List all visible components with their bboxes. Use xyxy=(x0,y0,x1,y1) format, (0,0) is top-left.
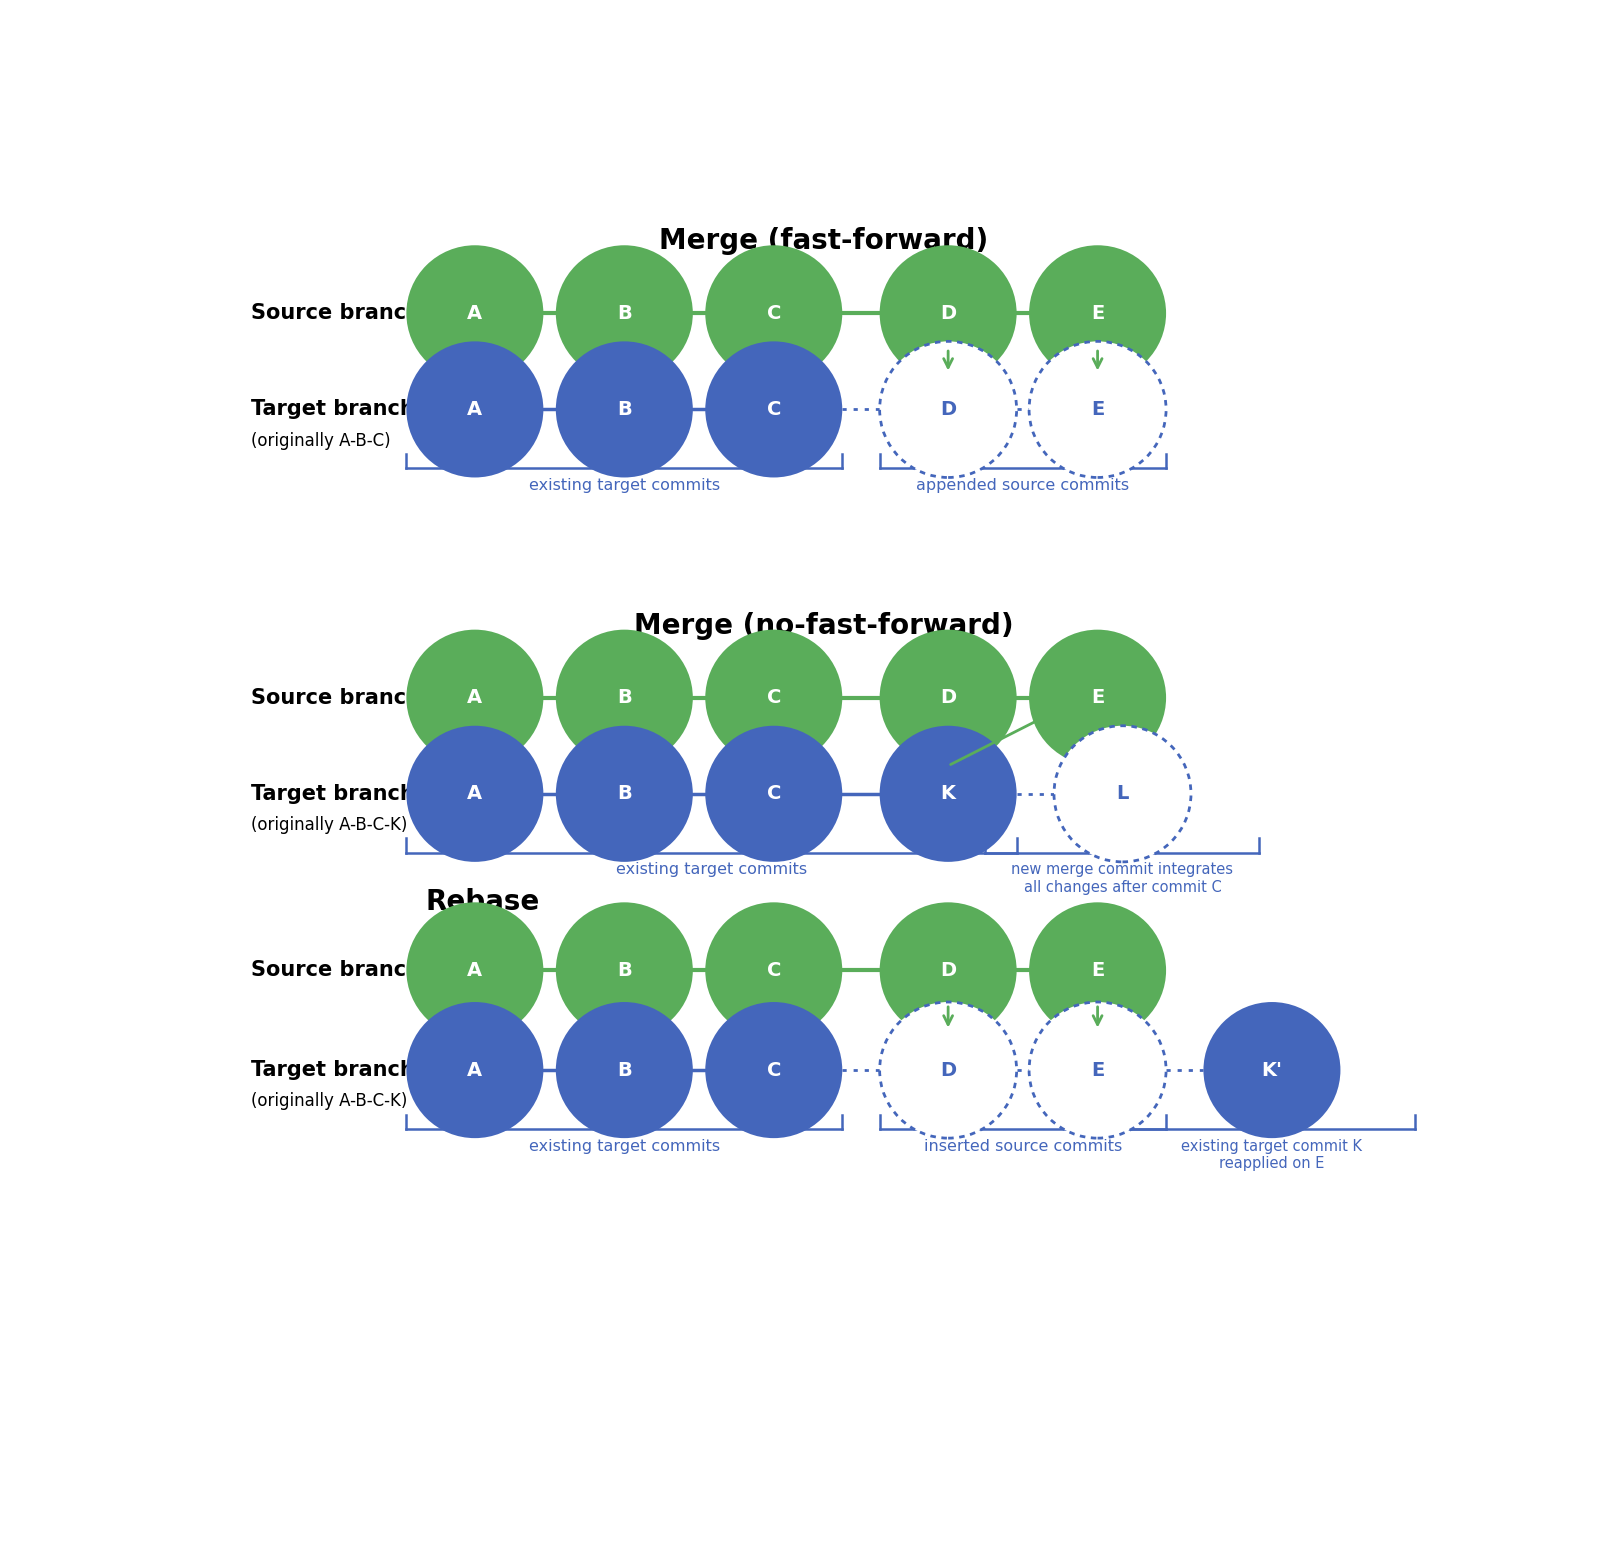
Ellipse shape xyxy=(1028,630,1167,766)
Ellipse shape xyxy=(407,245,543,381)
Text: existing target commit K
reapplied on E: existing target commit K reapplied on E xyxy=(1181,1139,1363,1172)
Text: C: C xyxy=(767,688,781,707)
Text: Target branch: Target branch xyxy=(251,1061,415,1080)
Ellipse shape xyxy=(705,1002,842,1139)
Text: A: A xyxy=(468,1061,482,1080)
Ellipse shape xyxy=(879,630,1017,766)
Ellipse shape xyxy=(407,342,543,477)
Ellipse shape xyxy=(407,902,543,1039)
Text: new merge commit integrates
all changes after commit C: new merge commit integrates all changes … xyxy=(1011,863,1234,895)
Text: appended source commits: appended source commits xyxy=(916,477,1130,493)
Text: E: E xyxy=(1091,1061,1104,1080)
Ellipse shape xyxy=(705,725,842,861)
Text: B: B xyxy=(617,961,632,980)
Ellipse shape xyxy=(1204,1002,1340,1139)
Text: A: A xyxy=(468,304,482,323)
Text: A: A xyxy=(468,399,482,420)
Text: K': K' xyxy=(1261,1061,1282,1080)
Ellipse shape xyxy=(879,342,1017,477)
Text: D: D xyxy=(940,961,956,980)
Text: C: C xyxy=(767,1061,781,1080)
Text: B: B xyxy=(617,688,632,707)
Ellipse shape xyxy=(1054,725,1191,861)
Text: A: A xyxy=(468,688,482,707)
Text: B: B xyxy=(617,399,632,420)
Text: A: A xyxy=(468,961,482,980)
Text: E: E xyxy=(1091,304,1104,323)
Ellipse shape xyxy=(556,1002,693,1139)
Ellipse shape xyxy=(407,725,543,861)
Ellipse shape xyxy=(407,630,543,766)
Ellipse shape xyxy=(705,630,842,766)
Text: Source branch: Source branch xyxy=(251,961,421,980)
Text: D: D xyxy=(940,688,956,707)
Ellipse shape xyxy=(556,342,693,477)
Text: E: E xyxy=(1091,688,1104,707)
Ellipse shape xyxy=(879,1002,1017,1139)
Text: (originally A-B-C-K): (originally A-B-C-K) xyxy=(251,1092,407,1111)
Ellipse shape xyxy=(879,902,1017,1039)
Text: C: C xyxy=(767,961,781,980)
Text: B: B xyxy=(617,785,632,803)
Text: Source branch: Source branch xyxy=(251,303,421,323)
Text: C: C xyxy=(767,399,781,420)
Text: L: L xyxy=(1117,785,1128,803)
Text: E: E xyxy=(1091,399,1104,420)
Ellipse shape xyxy=(556,630,693,766)
Text: inserted source commits: inserted source commits xyxy=(924,1139,1122,1153)
Ellipse shape xyxy=(879,245,1017,381)
Text: C: C xyxy=(767,304,781,323)
Ellipse shape xyxy=(705,902,842,1039)
Text: B: B xyxy=(617,1061,632,1080)
Ellipse shape xyxy=(705,245,842,381)
Text: existing target commits: existing target commits xyxy=(529,477,720,493)
Ellipse shape xyxy=(1028,342,1167,477)
Text: Rebase: Rebase xyxy=(424,888,540,916)
Text: (originally A-B-C): (originally A-B-C) xyxy=(251,432,391,449)
Text: C: C xyxy=(767,785,781,803)
Ellipse shape xyxy=(705,342,842,477)
Text: Target branch: Target branch xyxy=(251,783,415,803)
Ellipse shape xyxy=(1028,902,1167,1039)
Ellipse shape xyxy=(556,725,693,861)
Text: D: D xyxy=(940,399,956,420)
Ellipse shape xyxy=(407,1002,543,1139)
Text: E: E xyxy=(1091,961,1104,980)
Ellipse shape xyxy=(1028,1002,1167,1139)
Ellipse shape xyxy=(879,725,1017,861)
Text: (originally A-B-C-K): (originally A-B-C-K) xyxy=(251,816,407,835)
Text: existing target commits: existing target commits xyxy=(529,1139,720,1153)
Text: Merge (fast-forward): Merge (fast-forward) xyxy=(659,228,988,256)
Text: Merge (no-fast-forward): Merge (no-fast-forward) xyxy=(633,612,1014,640)
Ellipse shape xyxy=(556,245,693,381)
Text: Target branch: Target branch xyxy=(251,399,415,420)
Text: Source branch: Source branch xyxy=(251,688,421,708)
Text: D: D xyxy=(940,1061,956,1080)
Ellipse shape xyxy=(556,902,693,1039)
Text: A: A xyxy=(468,785,482,803)
Text: B: B xyxy=(617,304,632,323)
Ellipse shape xyxy=(1028,245,1167,381)
Text: D: D xyxy=(940,304,956,323)
Text: K: K xyxy=(940,785,956,803)
Text: existing target commits: existing target commits xyxy=(615,863,807,877)
